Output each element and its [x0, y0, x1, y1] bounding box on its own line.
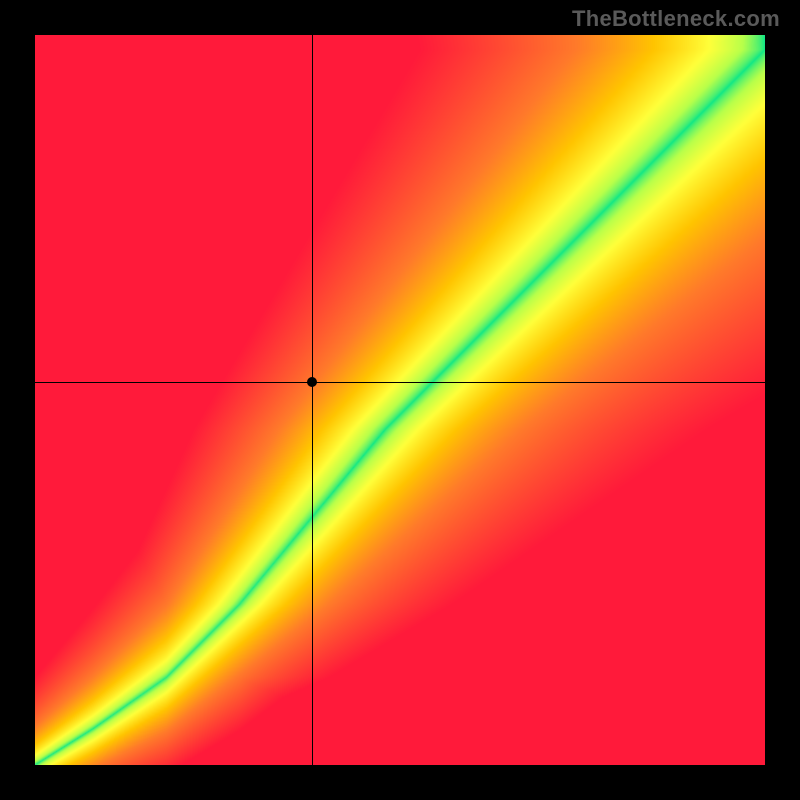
root: TheBottleneck.com: [0, 0, 800, 800]
watermark-text: TheBottleneck.com: [572, 6, 780, 32]
crosshair-horizontal-line: [35, 382, 765, 383]
crosshair-dot: [307, 377, 317, 387]
crosshair-vertical-line: [312, 35, 313, 765]
bottleneck-heatmap: [35, 35, 765, 765]
